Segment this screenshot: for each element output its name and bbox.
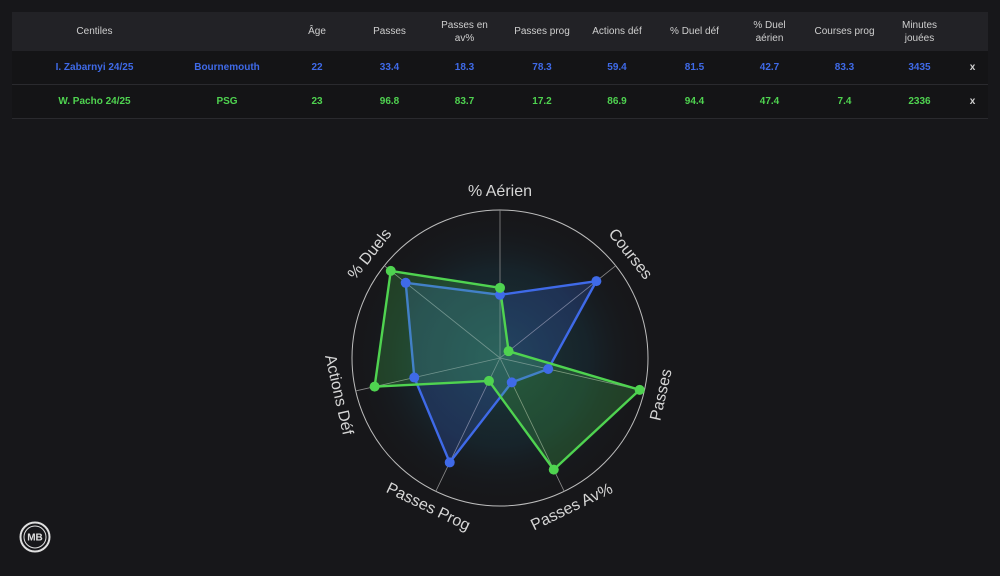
header-passes-prog: Passes prog [514, 26, 570, 37]
cell-courses-prog: 7.4 [807, 84, 882, 119]
header-courses-prog: Courses prog [814, 26, 875, 37]
cell-actions-def: 86.9 [577, 84, 657, 119]
radar-series-1-area [404, 279, 598, 464]
cell-duel-def: 81.5 [657, 51, 732, 85]
header-actions-def: Actions déf [592, 26, 642, 37]
radar-axis-label: % Aérien [468, 183, 532, 200]
cell-duel-aerien: 47.4 [732, 84, 807, 119]
radar-series-2-area [373, 269, 641, 471]
radar-point-series-1 [444, 457, 455, 468]
cell-passes: 33.4 [357, 51, 422, 85]
cell-passes-prog: 17.2 [507, 84, 577, 119]
cell-age: 22 [277, 51, 357, 85]
team-name: PSG [177, 84, 277, 119]
cell-passes-av: 83.7 [422, 84, 507, 119]
radar-point-series-2 [634, 384, 645, 395]
header-minutes: Minutes jouées [901, 19, 937, 44]
player-name: W. Pacho 24/25 [12, 84, 177, 119]
cell-duel-def: 94.4 [657, 84, 732, 119]
table-row: W. Pacho 24/25 PSG 23 96.8 83.7 17.2 86.… [12, 84, 988, 119]
comparison-table-container: Centiles Âge Passes Passes en av% Passes… [12, 12, 988, 119]
cell-minutes: 3435 [882, 51, 957, 85]
cell-passes-av: 18.3 [422, 51, 507, 85]
header-age: Âge [308, 26, 326, 37]
header-team [177, 12, 277, 51]
header-duel-def: % Duel déf [670, 26, 719, 37]
radar-point-series-2 [369, 381, 380, 392]
mb-logo: MB [19, 521, 51, 553]
remove-row-button[interactable]: x [957, 51, 988, 85]
cell-age: 23 [277, 84, 357, 119]
radar-point-series-1 [409, 372, 420, 383]
radar-point-series-1 [591, 276, 602, 287]
logo-text: MB [27, 533, 43, 544]
radar-point-series-1 [543, 363, 554, 374]
radar-point-series-1 [495, 289, 505, 300]
header-passes-av: Passes en av% [441, 19, 488, 44]
player-name: I. Zabarnyi 24/25 [12, 51, 177, 85]
cell-passes: 96.8 [357, 84, 422, 119]
radar-spoke [499, 357, 645, 392]
header-remove [957, 12, 988, 51]
cell-minutes: 2336 [882, 84, 957, 119]
radar-point-series-2 [548, 464, 559, 475]
radar-axis-label: Actions Déf [321, 353, 356, 437]
cell-actions-def: 59.4 [577, 51, 657, 85]
cell-courses-prog: 83.3 [807, 51, 882, 85]
radar-point-series-2 [495, 282, 505, 293]
radar-point-series-1 [400, 277, 411, 288]
radar-point-series-1 [506, 377, 517, 388]
cell-passes-prog: 78.3 [507, 51, 577, 85]
team-name: Bournemouth [177, 51, 277, 85]
radar-point-series-2 [385, 265, 396, 276]
header-passes: Passes [373, 26, 406, 37]
table-header-row: Centiles Âge Passes Passes en av% Passes… [12, 12, 988, 51]
table-row: I. Zabarnyi 24/25 Bournemouth 22 33.4 18… [12, 51, 988, 85]
radar-point-series-2 [483, 375, 494, 386]
radar-point-series-2 [503, 346, 514, 357]
header-duel-aerien: % Duel aérien [753, 19, 786, 44]
cell-duel-aerien: 42.7 [732, 51, 807, 85]
header-centiles: Centiles [76, 26, 113, 37]
comparison-table: Centiles Âge Passes Passes en av% Passes… [12, 12, 988, 119]
radar-axis-label: Passes [647, 367, 675, 422]
remove-row-button[interactable]: x [957, 84, 988, 119]
